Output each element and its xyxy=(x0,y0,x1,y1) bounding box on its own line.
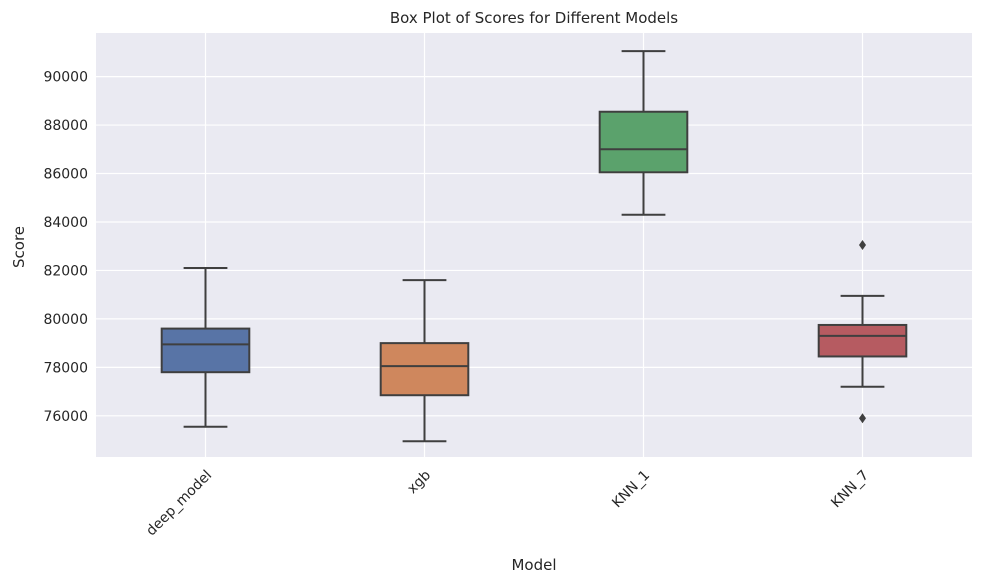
box-KNN_1 xyxy=(598,50,689,216)
box-iqr xyxy=(817,323,908,358)
x-axis-label: Model xyxy=(511,556,556,574)
y-tick-label: 76000 xyxy=(43,409,88,425)
chart-title: Box Plot of Scores for Different Models xyxy=(390,9,678,27)
plot-area xyxy=(96,33,972,457)
y-tick-label: 82000 xyxy=(43,263,88,279)
boxes-layer xyxy=(160,50,908,443)
box-iqr xyxy=(598,110,689,174)
outlier-marker xyxy=(859,240,866,250)
box-xgb xyxy=(379,279,470,443)
x-tick-label: KNN_7 xyxy=(828,467,872,511)
x-tick-label: xgb xyxy=(404,467,434,497)
box-iqr xyxy=(379,342,470,397)
y-tick-label: 78000 xyxy=(43,360,88,376)
y-tick-label: 86000 xyxy=(43,167,88,183)
y-tick-label: 90000 xyxy=(43,70,88,86)
box-KNN_7 xyxy=(817,240,908,424)
y-tick-label: 88000 xyxy=(43,118,88,134)
box-iqr xyxy=(160,327,251,374)
x-tick-label: KNN_1 xyxy=(609,467,653,511)
x-tick-label: deep_model xyxy=(143,467,215,539)
outlier-marker xyxy=(859,413,866,424)
y-tick-label: 80000 xyxy=(43,312,88,328)
box-deep_model xyxy=(160,267,251,428)
y-axis-label: Score xyxy=(10,226,28,268)
y-axis-ticks: 76000 78000 80000 82000 84000 86000 88000 90000 xyxy=(43,70,88,425)
x-axis-ticks: deep_model xgb KNN_1 KNN_7 xyxy=(143,467,872,539)
y-tick-label: 84000 xyxy=(43,215,88,231)
